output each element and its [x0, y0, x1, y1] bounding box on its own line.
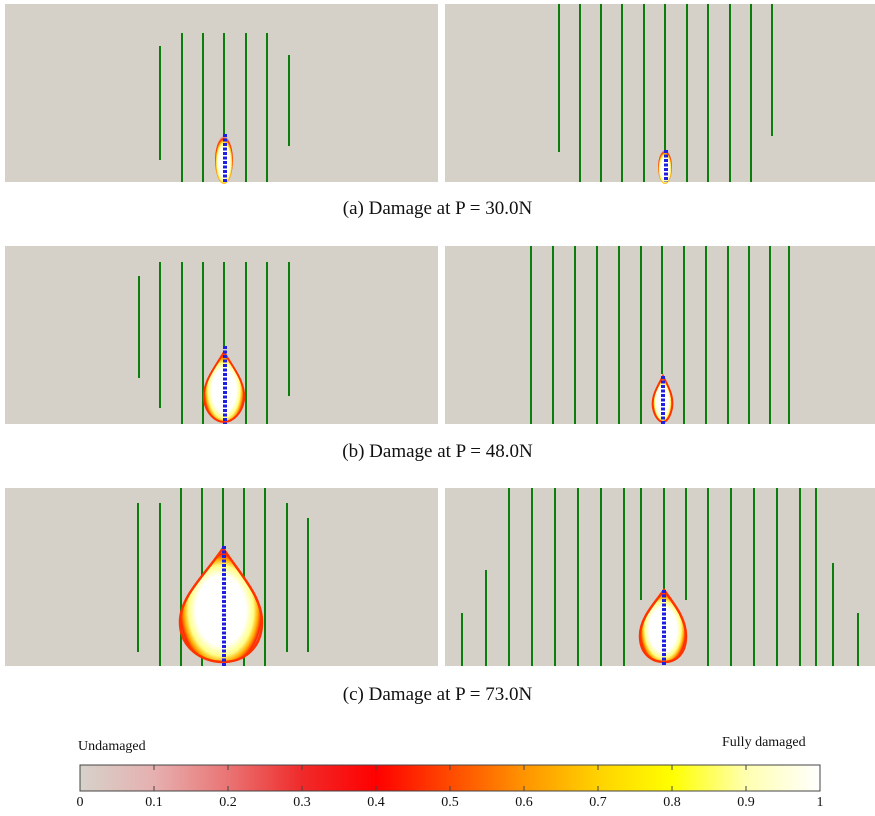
colorbar-tick-label: 0.6: [515, 795, 533, 810]
caption-b: (b) Damage at P = 48.0N: [342, 441, 533, 462]
colorbar-tick-label: 0.4: [367, 795, 385, 810]
colorbar-tick-label: 0.2: [219, 795, 237, 810]
panel-b-left: [5, 246, 438, 424]
colorbar-left-label: Undamaged: [78, 739, 146, 754]
panel-a-right: [445, 4, 875, 184]
colorbar-tick-label: 1: [816, 795, 824, 810]
fibers-a-right: [558, 4, 773, 182]
caption-a: (a) Damage at P = 30.0N: [342, 198, 533, 219]
colorbar-ticks: [153, 765, 747, 791]
colorbar-tick-label: 0.5: [441, 795, 459, 810]
fibers-b-left: [138, 262, 290, 424]
colorbar-tick-label: 0: [76, 795, 84, 810]
panel-a-left: [5, 4, 438, 184]
damage-zone-a-left: [215, 136, 233, 184]
colorbar-tick-label: 0.7: [589, 795, 607, 810]
fibers-b-right: [530, 246, 790, 424]
fibers-c-right: [461, 488, 859, 666]
colorbar-tick-label: 0.9: [737, 795, 755, 810]
panel-b-right: [445, 246, 875, 424]
colorbar-tick-label: 0.3: [293, 795, 311, 810]
fibers-a-left: [159, 33, 290, 182]
colorbar-right-label: Fully damaged: [722, 735, 806, 750]
colorbar-tick-label: 0.1: [145, 795, 163, 810]
damage-zone-a-right: [658, 150, 672, 184]
panel-c-right: [445, 488, 875, 666]
colorbar: [79, 764, 821, 792]
panel-c-left: [5, 488, 438, 666]
caption-c: (c) Damage at P = 73.0N: [342, 684, 533, 705]
colorbar-tick-label: 0.8: [663, 795, 681, 810]
damage-zone-c-left: [178, 545, 264, 664]
